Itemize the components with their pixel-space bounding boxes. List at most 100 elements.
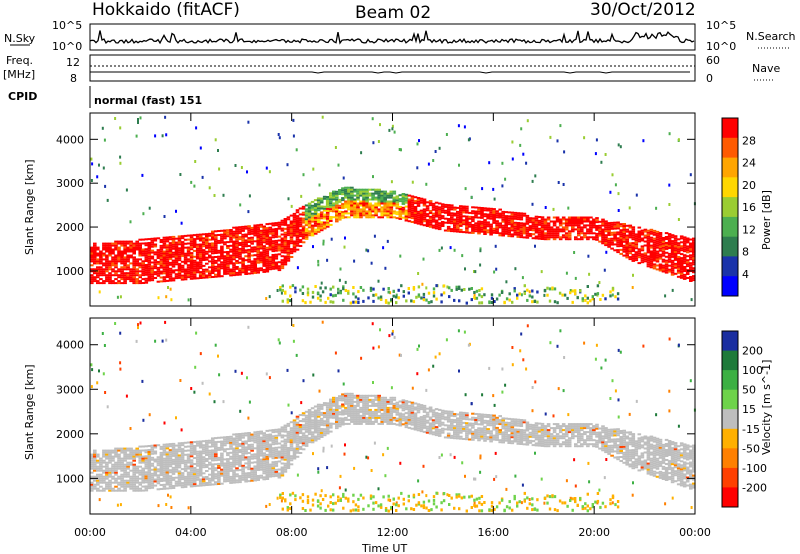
power-cell	[259, 247, 263, 250]
power-cell	[292, 222, 297, 225]
power-cell	[540, 226, 545, 229]
velocity-cell	[271, 465, 276, 468]
power-cell	[335, 198, 339, 201]
velocity-cell	[262, 452, 266, 455]
power-cell	[359, 210, 363, 213]
velocity-cell	[205, 441, 209, 444]
power-cell	[235, 238, 239, 241]
velocity-cell	[353, 414, 357, 417]
power-cell	[564, 222, 569, 225]
power-cell	[153, 261, 158, 264]
power-cell	[446, 208, 451, 211]
power-cell	[540, 222, 545, 225]
velocity-cell	[150, 458, 155, 461]
power-cell	[410, 299, 413, 303]
power-cell	[217, 149, 219, 152]
power-cell	[603, 268, 606, 272]
power-cell	[564, 238, 569, 241]
power-cell	[214, 269, 218, 272]
power-cell	[513, 215, 518, 218]
power-cell	[129, 244, 133, 247]
power-cell	[141, 282, 145, 284]
velocity-cell	[350, 408, 354, 411]
power-cell	[371, 216, 375, 219]
power-cell	[372, 141, 375, 145]
power-cell	[558, 236, 563, 239]
power-cell	[208, 246, 212, 249]
power-cell	[150, 251, 155, 254]
power-cell	[359, 194, 363, 197]
power-cell	[365, 198, 369, 201]
power-cell	[546, 234, 551, 237]
power-cell	[501, 224, 505, 227]
power-cell	[676, 271, 681, 274]
power-cell	[93, 262, 97, 265]
power-cell	[280, 233, 285, 236]
power-cell	[165, 268, 170, 271]
velocity-cell	[238, 457, 242, 459]
power-cell	[528, 225, 533, 228]
velocity-cell	[211, 455, 215, 458]
velocity-cell	[289, 433, 294, 436]
power-cell	[220, 265, 224, 268]
power-cell	[332, 198, 336, 201]
power-cell	[407, 200, 412, 203]
power-cell	[634, 245, 639, 248]
power-cell	[341, 189, 345, 192]
power-cell	[643, 252, 648, 255]
power-cell	[90, 260, 94, 263]
power-cell	[283, 235, 288, 238]
power-cell	[377, 196, 381, 199]
power-cell	[589, 220, 593, 223]
power-cell	[205, 233, 209, 236]
power-cell	[519, 143, 522, 147]
power-cell	[277, 269, 282, 272]
power-cell	[171, 239, 176, 242]
power-cell	[419, 219, 424, 222]
power-cell	[93, 244, 97, 247]
power-cell	[456, 210, 460, 213]
power-cell	[148, 206, 151, 210]
power-cell	[229, 254, 233, 257]
velocity-cell	[180, 452, 185, 455]
velocity-cell	[319, 419, 324, 422]
power-cell	[374, 198, 378, 201]
power-cell	[108, 262, 112, 265]
velocity-cell	[244, 432, 248, 435]
power-cell	[389, 192, 394, 195]
power-cell	[522, 236, 527, 239]
power-cell	[229, 244, 233, 247]
nsearch-label: N.Search	[746, 30, 796, 43]
power-cell	[365, 214, 369, 217]
power-cell	[177, 257, 182, 260]
power-cell	[262, 235, 266, 238]
power-cell	[685, 255, 690, 258]
velocity-cell	[226, 454, 230, 457]
power-cell	[165, 133, 168, 137]
power-cell	[271, 230, 276, 233]
velocity-cell	[304, 422, 309, 425]
power-cell	[268, 236, 273, 239]
power-cell	[259, 245, 263, 248]
velocity-cell	[105, 451, 109, 454]
power-cell	[422, 198, 427, 201]
power-cell	[450, 214, 454, 217]
velocity-cell	[211, 459, 215, 462]
colorbar-tick-label: 20	[742, 179, 756, 192]
power-cell	[676, 262, 681, 264]
power-cell	[513, 223, 518, 226]
power-cell	[205, 256, 209, 259]
velocity-cell	[319, 436, 324, 438]
velocity-cell	[183, 467, 188, 470]
power-cell	[673, 266, 678, 269]
velocity-cell	[147, 451, 152, 453]
power-cell	[189, 246, 194, 249]
velocity-cell	[344, 418, 348, 421]
power-cell	[450, 222, 454, 225]
velocity-cell	[105, 457, 109, 460]
power-cell	[419, 211, 424, 214]
power-cell	[498, 293, 501, 297]
velocity-cell	[277, 432, 282, 435]
velocity-cell	[262, 478, 266, 481]
power-cell	[558, 230, 563, 233]
